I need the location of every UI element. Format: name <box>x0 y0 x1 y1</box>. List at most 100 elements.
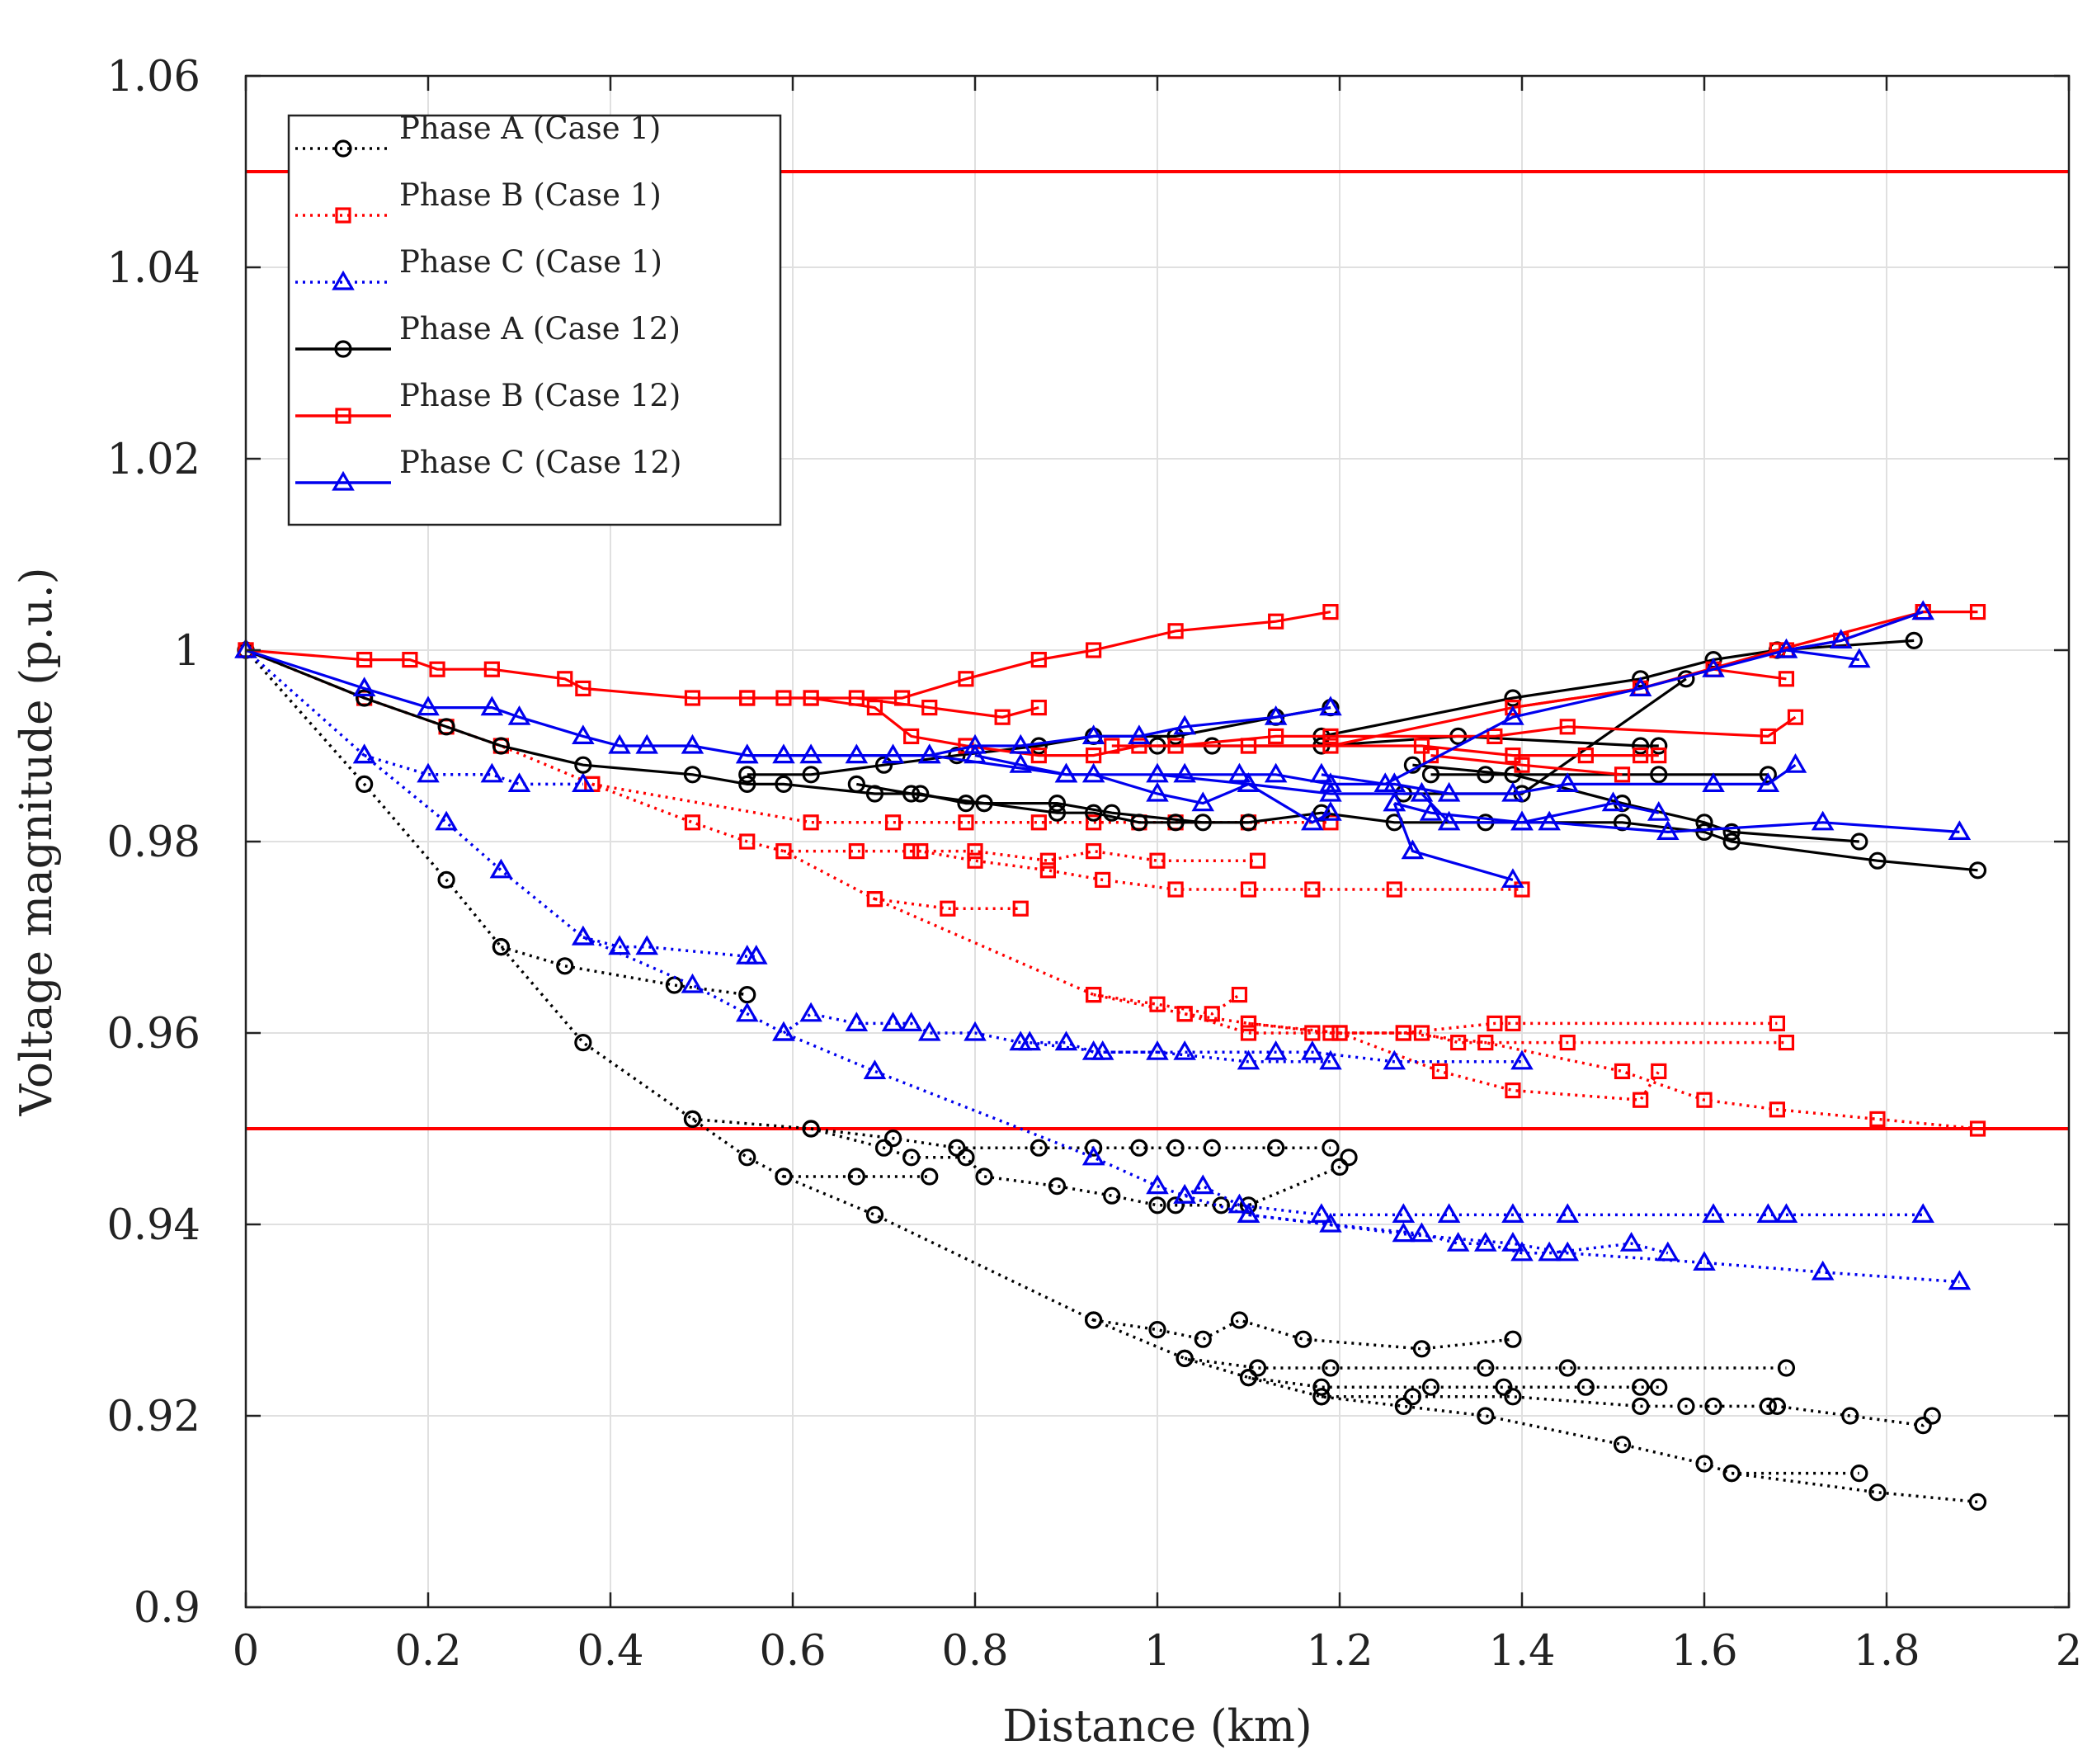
legend-box <box>287 114 782 526</box>
triangle-marker <box>1009 733 1033 754</box>
circle-marker <box>1267 1139 1285 1157</box>
triangle-marker <box>1948 820 1972 841</box>
triangle-marker <box>507 705 531 725</box>
series-phase-c-case-1 <box>234 638 1972 1290</box>
legend-entry-label: Phase B (Case 12) <box>399 378 681 413</box>
series-line <box>782 1012 1331 1064</box>
series-line <box>783 849 1522 891</box>
circle-marker <box>1777 1359 1796 1377</box>
square-marker <box>967 842 983 860</box>
square-marker <box>1651 747 1667 764</box>
circle-marker <box>1613 814 1632 832</box>
circle-marker <box>1048 804 1067 822</box>
circle-marker <box>847 775 865 794</box>
circle-marker <box>874 756 893 774</box>
triangle-marker <box>1173 1184 1196 1204</box>
triangle-marker <box>1510 1241 1534 1262</box>
triangle-marker <box>1264 762 1288 783</box>
square-marker <box>1769 1015 1785 1032</box>
square-marker <box>1240 1015 1257 1032</box>
square-marker <box>903 842 920 860</box>
triangle-marker <box>1146 1174 1169 1195</box>
triangle-marker <box>845 1012 869 1032</box>
triangle-marker <box>964 1021 987 1041</box>
square-marker <box>1030 699 1047 716</box>
series-line <box>810 1127 1350 1207</box>
triangle-marker <box>964 743 987 764</box>
triangle-marker <box>352 677 376 697</box>
series-line <box>1786 649 1860 662</box>
triangle-marker <box>735 1002 759 1022</box>
triangle-marker <box>1702 658 1725 677</box>
series-line <box>974 754 1797 795</box>
circle-marker <box>738 985 756 1004</box>
y-tick-label: 1 <box>174 627 200 676</box>
circle-marker <box>1841 1407 1859 1425</box>
x-tick-label: 1.6 <box>1670 1627 1737 1676</box>
circle-marker <box>738 766 756 784</box>
square-marker <box>940 900 956 917</box>
circle-marker <box>1914 1416 1932 1435</box>
axis-ticks: 0 0.2 0.4 0.6 0.8 1 1.2 1.4 1.6 1.8 2 0.9 0.92 0.94 0.… <box>106 53 2082 1676</box>
triangle-marker <box>417 762 440 783</box>
circle-marker <box>802 766 820 784</box>
square-marker <box>1651 1063 1667 1080</box>
square-marker <box>1386 881 1402 898</box>
circle-marker <box>1477 766 1495 784</box>
square-marker <box>1167 738 1184 754</box>
circle-marker <box>1048 1177 1067 1196</box>
triangle-marker <box>1911 600 1934 620</box>
triangle-marker <box>1702 1203 1725 1224</box>
square-marker <box>1505 747 1521 764</box>
circle-marker <box>1722 832 1741 851</box>
triangle-marker <box>1410 1222 1434 1243</box>
series-line <box>244 649 1978 1504</box>
square-marker <box>967 852 983 869</box>
square-marker <box>1231 986 1248 1003</box>
circle-marker <box>1722 823 1741 842</box>
series-line <box>1184 1356 1787 1370</box>
circle-marker <box>975 1167 993 1186</box>
square-marker <box>1633 747 1649 764</box>
legend-entry-label: Phase B (Case 1) <box>399 177 662 213</box>
triangle-marker <box>1301 1040 1324 1060</box>
square-marker <box>1304 881 1321 898</box>
circle-marker <box>902 785 921 803</box>
triangle-marker <box>435 810 458 831</box>
circle-marker <box>1576 1378 1595 1396</box>
square-marker <box>1413 1025 1430 1041</box>
series-line <box>1157 773 1960 834</box>
triangle-marker <box>1501 705 1524 725</box>
triangle-marker <box>1091 1040 1114 1060</box>
circle-marker <box>1166 1139 1185 1157</box>
triangle-marker <box>1237 1203 1260 1224</box>
series-line <box>1111 715 1797 748</box>
x-tick-label: 0 <box>233 1627 259 1676</box>
circle-marker <box>1759 1397 1777 1416</box>
circle-marker <box>1230 1311 1249 1329</box>
circle-marker <box>1905 631 1923 650</box>
triangle-marker <box>1081 1145 1105 1166</box>
triangle-marker <box>917 1021 941 1041</box>
square-marker <box>429 661 445 677</box>
circle-marker <box>957 794 975 813</box>
circle-marker <box>1394 1397 1412 1416</box>
circle-marker <box>1477 1359 1495 1377</box>
triangle-marker <box>1811 1260 1835 1281</box>
circle-marker <box>574 1033 592 1052</box>
square-marker <box>958 671 974 687</box>
triangle-marker <box>1146 781 1169 802</box>
square-marker <box>994 709 1011 725</box>
x-tick-label: 0.2 <box>394 1627 461 1676</box>
circle-marker <box>1166 814 1185 832</box>
triangle-marker <box>1319 781 1342 802</box>
square-marker <box>1577 747 1594 764</box>
triangle-marker <box>1556 1203 1580 1224</box>
circle-marker <box>1103 804 1121 822</box>
circle-marker <box>1722 1464 1741 1483</box>
triangle-marker <box>1702 772 1725 793</box>
circle-marker <box>1340 1148 1358 1167</box>
triangle-marker <box>1301 810 1324 831</box>
square-marker <box>1559 719 1576 735</box>
